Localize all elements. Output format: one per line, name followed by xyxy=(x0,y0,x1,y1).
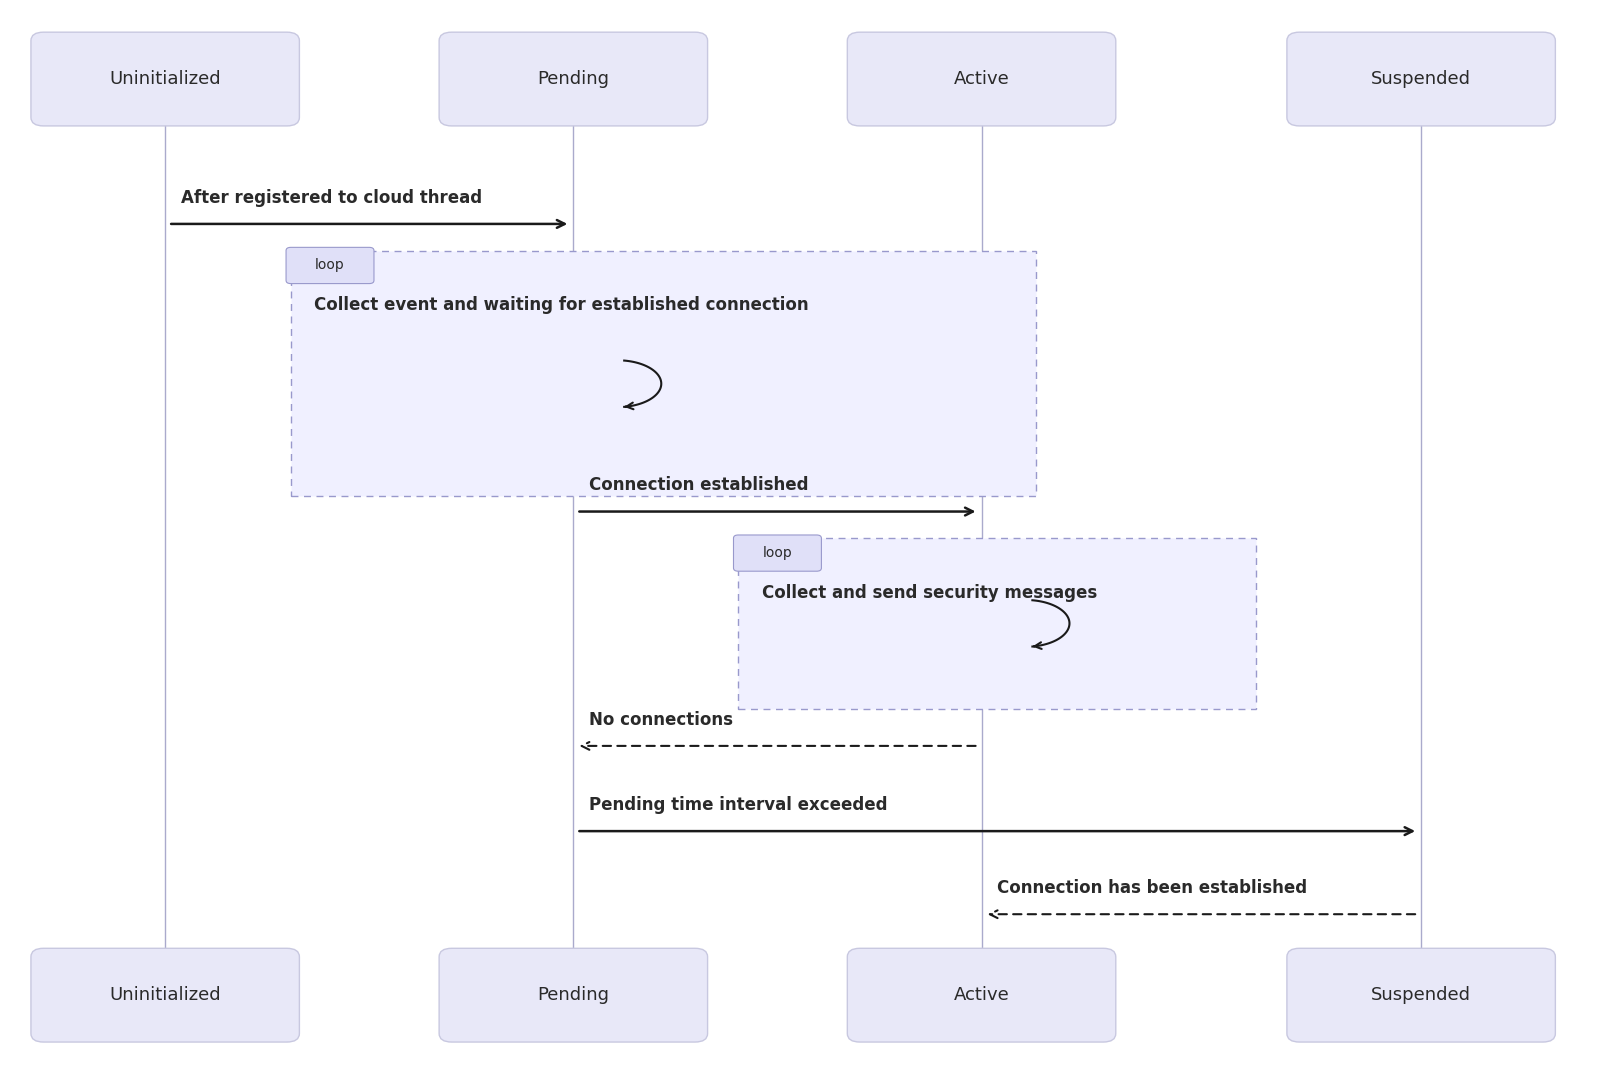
FancyBboxPatch shape xyxy=(287,248,373,284)
Text: No connections: No connections xyxy=(590,711,734,729)
FancyBboxPatch shape xyxy=(1286,948,1556,1042)
FancyBboxPatch shape xyxy=(30,948,300,1042)
Text: Connection has been established: Connection has been established xyxy=(996,879,1307,897)
Text: Suspended: Suspended xyxy=(1371,70,1471,88)
FancyBboxPatch shape xyxy=(734,535,822,571)
Text: Uninitialized: Uninitialized xyxy=(109,986,221,1004)
Text: Pending: Pending xyxy=(537,70,609,88)
FancyBboxPatch shape xyxy=(847,948,1115,1042)
FancyBboxPatch shape xyxy=(1286,33,1556,126)
Bar xyxy=(292,251,1036,496)
Text: loop: loop xyxy=(316,259,344,273)
Text: Collect and send security messages: Collect and send security messages xyxy=(763,584,1097,602)
Text: loop: loop xyxy=(763,546,793,560)
FancyBboxPatch shape xyxy=(847,33,1115,126)
Text: Active: Active xyxy=(953,70,1009,88)
Text: After registered to cloud thread: After registered to cloud thread xyxy=(181,189,482,207)
FancyBboxPatch shape xyxy=(30,33,300,126)
Text: Collect event and waiting for established connection: Collect event and waiting for establishe… xyxy=(314,297,809,314)
Text: Suspended: Suspended xyxy=(1371,986,1471,1004)
Bar xyxy=(739,538,1256,709)
FancyBboxPatch shape xyxy=(439,948,708,1042)
Text: Uninitialized: Uninitialized xyxy=(109,70,221,88)
Text: Connection established: Connection established xyxy=(590,476,809,495)
Text: Pending: Pending xyxy=(537,986,609,1004)
FancyBboxPatch shape xyxy=(439,33,708,126)
Text: Pending time interval exceeded: Pending time interval exceeded xyxy=(590,796,888,814)
Text: Active: Active xyxy=(953,986,1009,1004)
